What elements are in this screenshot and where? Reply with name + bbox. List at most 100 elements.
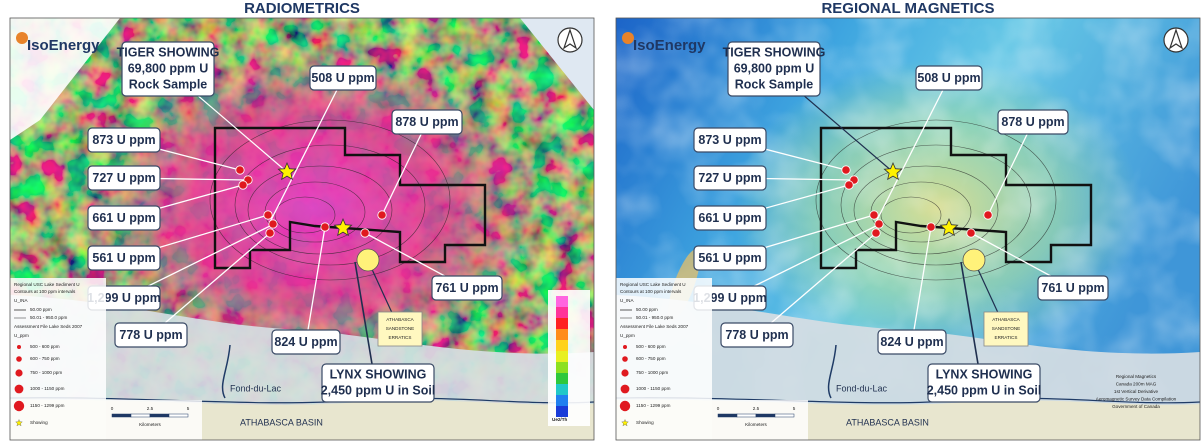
erratics-callout [983, 311, 1029, 347]
legend-label: 600 - 750 ppm [30, 356, 60, 361]
colorbar-swatch [556, 329, 568, 340]
lynx-label: LYNX SHOWING [936, 367, 1033, 381]
basin-label: ATHABASCA BASIN [846, 417, 929, 427]
lynx-callout [321, 363, 435, 403]
contour [209, 119, 451, 281]
sample-callout [391, 109, 463, 135]
sample-callout [271, 329, 341, 355]
sample-callout [431, 275, 503, 301]
scale-unit: Kilometers [745, 422, 767, 427]
colorbar-swatch [556, 307, 568, 318]
legend-label: 750 - 1000 ppm [30, 370, 62, 375]
legend-label: U_ppm [620, 333, 635, 338]
legend-label: 1150 - 1299 ppm [636, 403, 671, 408]
panel-title: RADIOMETRICS [244, 0, 360, 17]
scale-bar [149, 413, 170, 418]
scale-bar-box [106, 400, 202, 440]
map-panel: 508 U ppm 878 U ppm 873 U ppm 727 U ppm 661 … [615, 17, 1201, 441]
sample-dot [320, 222, 330, 232]
sample-callout [693, 205, 767, 231]
sample-label: 878 U ppm [395, 115, 458, 129]
legend-dot [623, 345, 627, 349]
sample-label: 661 U ppm [698, 211, 761, 225]
tiger-label: TIGER SHOWING [117, 45, 220, 59]
credit-line: 1st Vertical Derivative [1114, 389, 1159, 394]
erratics-marker [356, 248, 380, 272]
town-label: Fond-du-Lac [836, 383, 888, 393]
leader-line [756, 232, 877, 336]
showing-star [883, 161, 903, 181]
sample-callout [877, 329, 947, 355]
sample-label: 824 U ppm [880, 335, 943, 349]
map-edge [10, 18, 120, 140]
leader-line [305, 226, 326, 343]
legend-dot [620, 384, 630, 394]
town-label: Fond-du-Lac [230, 383, 282, 393]
lynx-label: 2,450 ppm U in Soil [927, 383, 1042, 397]
map-inner: 508 U ppm 878 U ppm 873 U ppm 727 U ppm 661 … [10, 18, 594, 440]
contour [840, 144, 1032, 266]
north-arrow [557, 27, 583, 53]
showing-star [939, 217, 959, 237]
legend-dot [621, 369, 629, 377]
sample-callout [1037, 275, 1109, 301]
sample-dot [377, 210, 387, 220]
map: 508 U ppm 878 U ppm 873 U ppm 727 U ppm 661 … [10, 18, 594, 440]
sample-callout [114, 322, 188, 348]
sample-callout [915, 65, 983, 91]
leader-line [381, 121, 428, 216]
map-frame [615, 17, 1201, 441]
colorbar-swatch [556, 406, 568, 417]
legend-label: 1000 - 1150 ppm [30, 386, 65, 391]
scale-unit: Kilometers [139, 422, 161, 427]
legend-label: 1150 - 1299 ppm [30, 403, 65, 408]
legend-star [15, 418, 23, 427]
lynx-callout [927, 363, 1041, 403]
legend-label: Regional USC Lake Sediment U [14, 282, 80, 287]
legend-dot [16, 356, 22, 362]
road [221, 344, 231, 399]
leader-line [987, 121, 1034, 216]
colorbar-swatch [556, 362, 568, 373]
erratics-label: SANDSTONE [992, 326, 1021, 331]
sample-label: 561 U ppm [92, 251, 155, 265]
contour [234, 144, 426, 266]
sample-label: 727 U ppm [698, 171, 761, 185]
tiger-callout [727, 41, 821, 97]
legend-dot [13, 400, 25, 412]
tiger-callout [121, 41, 215, 97]
erratics-label: ERRATICS [389, 335, 412, 340]
sample-callout [720, 322, 794, 348]
legend-dot [15, 369, 23, 377]
sample-dot [983, 210, 993, 220]
legend-box [616, 278, 712, 440]
scale-tick: 5 [187, 406, 190, 411]
sample-callout [87, 165, 161, 191]
legend-label: Showing [30, 420, 48, 425]
credit-line: Canada 200m MAG [1116, 382, 1157, 387]
sample-dot [966, 228, 976, 238]
scale-tick: 2.5 [147, 406, 154, 411]
legend-label: 50.01 - 950.0 ppm [30, 315, 67, 320]
legend-label: U_INA [620, 298, 634, 303]
sample-dot [235, 165, 245, 175]
sample-label: 778 U ppm [119, 328, 182, 342]
sample-label: 878 U ppm [1001, 115, 1064, 129]
leader-line [354, 261, 376, 383]
scale-tick: 0 [717, 406, 720, 411]
tiger-label: 69,800 ppm U [734, 61, 815, 75]
sample-label: 761 U ppm [435, 281, 498, 295]
legend-label: 500 - 600 ppm [636, 344, 666, 349]
scale-bar [774, 413, 795, 418]
legend-label: Assessment File Lake Seds 2007 [14, 324, 83, 329]
contour [880, 196, 942, 234]
legend-label: 50.00 ppm [636, 307, 658, 312]
sample-dot [238, 180, 248, 190]
scale-tick: 0 [111, 406, 114, 411]
sample-callout [309, 65, 377, 91]
sample-callout [693, 165, 767, 191]
leader-line [150, 232, 271, 336]
north-arrow [1168, 28, 1184, 50]
sample-callout [997, 109, 1069, 135]
map: 508 U ppm 878 U ppm 873 U ppm 727 U ppm 661 … [616, 18, 1200, 440]
